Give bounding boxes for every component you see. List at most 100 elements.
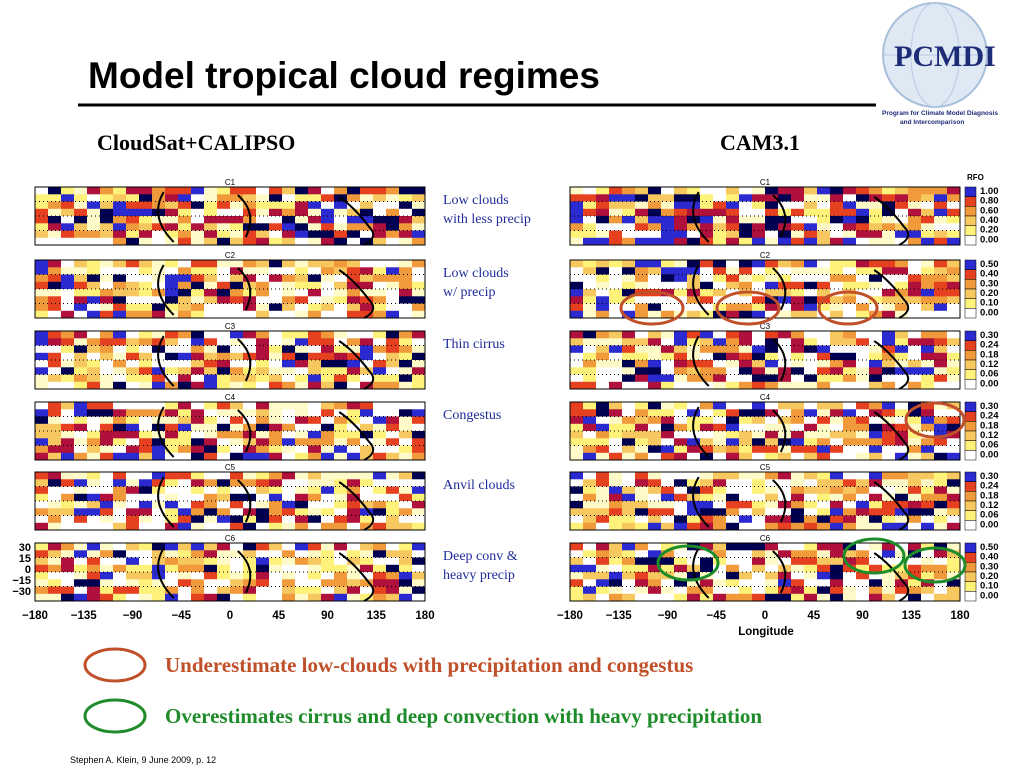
map-cell xyxy=(35,515,49,524)
map-cell xyxy=(882,515,896,524)
map-cell xyxy=(269,479,283,487)
map-cell xyxy=(295,367,309,375)
map-cell xyxy=(713,216,727,224)
map-cell xyxy=(87,402,101,410)
map-cell xyxy=(609,501,623,509)
map-cell xyxy=(635,479,649,487)
map-cell xyxy=(48,479,62,487)
map-cell xyxy=(687,296,701,304)
map-cell xyxy=(113,423,127,432)
map-cell xyxy=(412,579,426,587)
map-cell xyxy=(373,486,387,495)
map-cell xyxy=(191,331,205,339)
map-cell xyxy=(269,208,283,217)
map-cell xyxy=(230,550,244,558)
map-cell xyxy=(100,201,114,210)
map-cell xyxy=(386,267,400,275)
map-cell xyxy=(648,416,662,425)
map-cell xyxy=(791,579,805,587)
map-cell xyxy=(700,352,714,361)
map-cell xyxy=(412,303,426,312)
map-cell xyxy=(635,303,649,312)
map-cell xyxy=(882,237,896,246)
map-cell xyxy=(100,402,114,410)
map-cell xyxy=(739,416,753,425)
map-cell xyxy=(804,416,818,425)
map-cell xyxy=(739,402,753,410)
map-cell xyxy=(804,486,818,495)
map-cell xyxy=(35,296,49,304)
map-cell xyxy=(35,338,49,346)
lon-tick-label: −180 xyxy=(22,610,48,622)
map-cell xyxy=(295,486,309,495)
map-cell xyxy=(622,187,636,195)
map-cell xyxy=(360,352,374,361)
map-cell xyxy=(609,423,623,432)
map-cell xyxy=(191,579,205,587)
map-cell xyxy=(895,579,909,587)
map-cell xyxy=(726,274,740,283)
map-cell xyxy=(583,201,597,210)
map-cell xyxy=(113,223,127,231)
map-cell xyxy=(843,438,857,446)
map-cell xyxy=(295,201,309,210)
map-cell xyxy=(947,501,961,509)
map-cell xyxy=(635,216,649,224)
map-cell xyxy=(869,367,883,375)
map-cell xyxy=(321,593,335,602)
map-cell xyxy=(204,402,218,410)
map-cell xyxy=(243,593,257,602)
map-cell xyxy=(687,194,701,202)
map-cell xyxy=(726,187,740,195)
map-cell xyxy=(48,472,62,480)
map-cell xyxy=(282,187,296,195)
map-cell xyxy=(583,345,597,354)
map-cell xyxy=(35,331,49,339)
map-cell xyxy=(61,564,75,573)
map-cell xyxy=(622,230,636,239)
map-cell xyxy=(100,223,114,231)
map-cell xyxy=(126,543,140,551)
map-cell xyxy=(113,445,127,454)
map-cell xyxy=(373,543,387,551)
map-cell xyxy=(35,501,49,509)
map-cell xyxy=(87,230,101,239)
map-cell xyxy=(648,281,662,290)
map-cell xyxy=(817,331,831,339)
map-cell xyxy=(204,522,218,531)
map-cell xyxy=(308,579,322,587)
colorbar-cell xyxy=(964,186,977,197)
map-cell xyxy=(399,289,413,297)
map-cell xyxy=(126,564,140,573)
map-cell xyxy=(895,416,909,425)
map-cell xyxy=(765,416,779,425)
map-cell xyxy=(609,208,623,217)
map-cell xyxy=(583,260,597,268)
map-cell xyxy=(347,201,361,210)
map-cell xyxy=(843,557,857,566)
map-cell xyxy=(830,230,844,239)
map-cell xyxy=(399,360,413,368)
map-cell xyxy=(726,438,740,446)
map-cell xyxy=(360,593,374,602)
map-cell xyxy=(204,374,218,383)
map-cell xyxy=(648,338,662,346)
map-cell xyxy=(74,303,88,312)
map-cell xyxy=(256,338,270,346)
map-cell xyxy=(334,208,348,217)
map-cell xyxy=(204,360,218,368)
coastline xyxy=(692,547,910,602)
map-cell xyxy=(165,331,179,339)
map-cell xyxy=(947,201,961,210)
map-cell xyxy=(152,303,166,312)
map-cell xyxy=(100,216,114,224)
map-cell xyxy=(256,479,270,487)
map-cell xyxy=(113,508,127,516)
map-cell xyxy=(843,223,857,231)
map-cell xyxy=(700,550,714,558)
map-cell xyxy=(217,267,231,275)
map-cell xyxy=(230,493,244,502)
map-cell xyxy=(308,360,322,368)
map-cell xyxy=(217,416,231,425)
lat-tick-label: 15 xyxy=(19,553,31,565)
